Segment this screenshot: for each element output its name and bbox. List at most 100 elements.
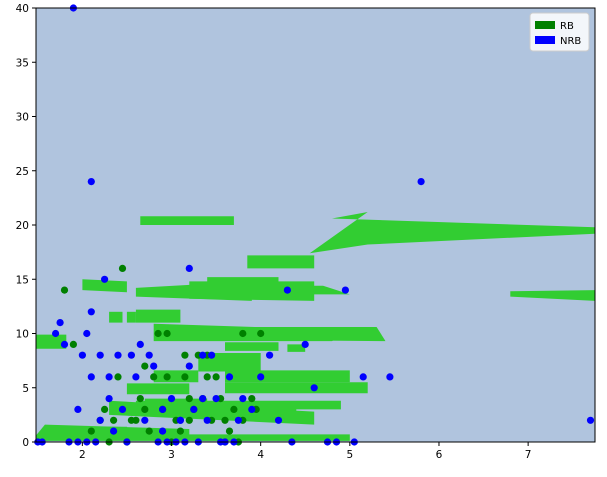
point-nrb [118,405,127,413]
point-nrb [101,275,109,283]
point-nrb [87,373,95,381]
decision-region [135,309,181,323]
x-tick-label: 7 [525,449,532,461]
point-nrb [136,340,144,348]
y-tick-label: 35 [16,57,29,69]
point-nrb [301,340,309,348]
point-nrb [586,416,595,424]
point-rb [212,373,220,381]
legend-label-nrb: NRB [560,36,581,47]
point-rb [181,351,189,359]
point-nrb [190,405,198,413]
decision-region [510,290,595,301]
point-nrb [167,395,176,403]
decision-region [153,370,199,383]
point-rb [203,373,211,381]
point-nrb [52,329,60,338]
point-rb [239,329,247,338]
point-nrb [239,395,247,403]
point-nrb [274,416,283,424]
decision-region [109,311,123,323]
point-nrb [417,178,425,186]
point-rb [132,416,140,424]
point-nrb [283,286,291,294]
x-tick-label: 4 [257,449,264,461]
point-nrb [159,405,167,413]
decision-region [82,279,127,293]
decision-region [225,370,350,383]
legend-swatch-rb [535,21,555,29]
x-tick-label: 2 [79,449,86,461]
point-nrb [105,395,113,403]
decision-region [225,382,368,394]
decision-region [37,434,350,441]
point-nrb [132,373,140,381]
point-rb [163,373,171,381]
point-nrb [114,351,122,359]
point-nrb [208,351,216,359]
x-axis: 2 3 4 5 6 7 [79,442,531,461]
point-nrb [127,351,135,359]
point-rb [110,416,118,424]
point-rb [101,405,109,413]
point-nrb [83,329,91,338]
y-tick-label: 40 [16,3,29,15]
point-rb [87,427,95,435]
point-nrb [212,395,220,403]
point-nrb [248,405,256,413]
decision-region [247,255,315,269]
legend-label-rb: RB [560,21,574,32]
y-tick-label: 30 [16,112,29,124]
point-nrb [266,351,274,359]
point-rb [118,264,127,272]
point-nrb [78,351,86,359]
y-tick-label: 20 [16,220,29,232]
point-nrb [185,264,193,272]
point-nrb [96,416,104,424]
point-nrb [87,178,95,186]
decision-region [287,344,306,352]
decision-region [144,398,208,409]
point-rb [163,329,171,338]
point-rb [141,405,149,413]
decision-region [251,327,386,342]
point-nrb [185,362,193,370]
point-nrb [310,384,318,392]
point-rb [221,416,229,424]
legend: RB NRB [529,12,590,52]
y-tick-label: 15 [16,274,29,286]
point-rb [69,340,77,348]
x-tick-label: 5 [346,449,353,461]
point-nrb [105,373,113,381]
point-rb [114,373,122,381]
legend-swatch-nrb [535,36,555,44]
point-rb [248,395,256,403]
y-tick-label: 25 [16,166,29,178]
point-rb [154,329,162,338]
decision-region [180,407,297,416]
point-rb [141,362,149,370]
point-nrb [176,416,184,424]
decision-region [126,311,136,323]
point-nrb [96,351,104,359]
point-rb [185,395,193,403]
point-nrb [199,351,207,359]
point-nrb [60,340,69,348]
point-nrb [203,416,211,424]
point-nrb [341,286,349,294]
data-points [34,4,595,446]
x-tick-label: 6 [436,449,443,461]
y-tick-label: 0 [22,437,29,449]
point-nrb [74,405,82,413]
point-rb [257,329,265,338]
point-nrb [150,362,158,370]
point-nrb [234,416,242,424]
point-rb [136,395,144,403]
point-nrb [359,373,367,381]
x-tick-label: 3 [168,449,175,461]
point-nrb [145,351,153,359]
point-rb [230,405,238,413]
decision-region [309,212,595,254]
